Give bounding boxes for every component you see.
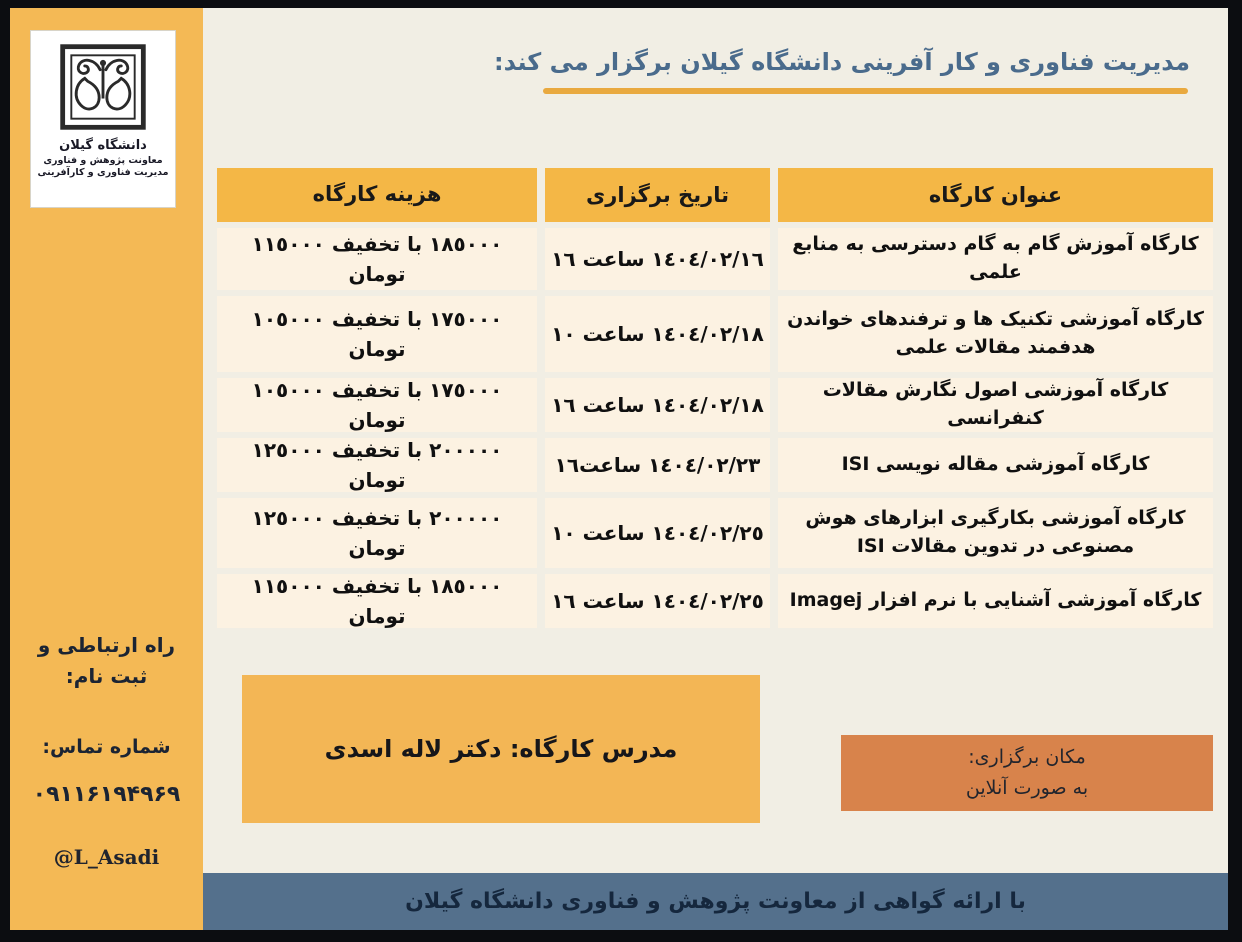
location-label: مکان برگزاری: (968, 745, 1086, 768)
main-area: مدیریت فناوری و کار آفرینی دانشگاه گیلان… (203, 8, 1228, 930)
workshop-cost-text: ١٨٥٠٠٠ با تخفیف ١١٥٠٠٠ تومان (251, 232, 503, 286)
location-value: به صورت آنلاین (965, 777, 1089, 799)
workshops-table: عنوان کارگاه تاریخ برگزاری هزینه کارگاه … (217, 168, 1213, 634)
location-box: مکان برگزاری: به صورت آنلاین (841, 735, 1213, 811)
workshop-cost: ١٧٥٠٠٠ با تخفیف ١٠٥٠٠٠ تومان (217, 296, 537, 372)
workshop-cost-text: ١٧٥٠٠٠ با تخفیف ١٠٥٠٠٠ تومان (251, 378, 503, 432)
workshop-cost-text: ١٨٥٠٠٠ با تخفیف ١١٥٠٠٠ تومان (251, 574, 503, 628)
sidebar: دانشگاه گیلان معاونت پژوهش و فناوری مدیر… (10, 8, 203, 930)
title-block: مدیریت فناوری و کار آفرینی دانشگاه گیلان… (494, 48, 1190, 94)
instructor-text: مدرس کارگاه: دکتر لاله اسدی (324, 735, 678, 763)
workshop-cost: ١٨٥٠٠٠ با تخفیف ١١٥٠٠٠ تومان (217, 574, 537, 628)
table-row: کارگاه آموزش گام به گام دسترسی به منابع … (217, 228, 1213, 290)
workshop-date: ١٤٠٤/٠٢/١٨ ساعت ١٦ (545, 378, 770, 432)
logo-line-university: دانشگاه گیلان (59, 138, 147, 153)
workshop-cost: ١٨٥٠٠٠ با تخفیف ١١٥٠٠٠ تومان (217, 228, 537, 290)
workshop-title: کارگاه آموزشی بکارگیری ابزارهای هوش مصنو… (778, 498, 1213, 568)
workshop-cost: ٢٠٠٠٠٠ با تخفیف ١٢٥٠٠٠ تومان (217, 498, 537, 568)
logo-text: دانشگاه گیلان معاونت پژوهش و فناوری مدیر… (37, 137, 168, 180)
logo-line-vice-chancellery: معاونت پژوهش و فناوری (43, 154, 163, 166)
workshop-date: ١٤٠٤/٠٢/١٨ ساعت ١٠ (545, 296, 770, 372)
workshop-cost-text: ١٧٥٠٠٠ با تخفیف ١٠٥٠٠٠ تومان (251, 307, 503, 361)
table-row: کارگاه آموزشی اصول نگارش مقالات کنفرانسی… (217, 378, 1213, 432)
contact-heading-line1: راه ارتباطی و (37, 633, 176, 657)
table-row: کارگاه آموزشی مقاله نویسی ISI ١٤٠٤/٠٢/٢٣… (217, 438, 1213, 492)
poster-frame: دانشگاه گیلان معاونت پژوهش و فناوری مدیر… (10, 8, 1228, 930)
workshop-title: کارگاه آموزش گام به گام دسترسی به منابع … (778, 228, 1213, 290)
workshop-cost-text: ٢٠٠٠٠٠ با تخفیف ١٢٥٠٠٠ تومان (251, 506, 503, 560)
table-row: کارگاه آموزشی آشنایی با نرم افزار Imagej… (217, 574, 1213, 628)
table-row: کارگاه آموزشی تکنیک ها و ترفندهای خواندن… (217, 296, 1213, 372)
certificate-footer-bar: با ارائه گواهی از معاونت پژوهش و فناوری … (203, 873, 1228, 930)
phone-number: ۰۹۱۱۶۱۹۴۹۶۹ (32, 782, 181, 807)
phone-label: شماره تماس: (42, 736, 171, 758)
workshop-title: کارگاه آموزشی مقاله نویسی ISI (778, 438, 1213, 492)
certificate-text: با ارائه گواهی از معاونت پژوهش و فناوری … (405, 889, 1026, 914)
university-logo-card: دانشگاه گیلان معاونت پژوهش و فناوری مدیر… (30, 30, 176, 208)
telegram-handle: @L_Asadi (53, 845, 160, 869)
workshop-cost: ٢٠٠٠٠٠ با تخفیف ١٢٥٠٠٠ تومان (217, 438, 537, 492)
page-title: مدیریت فناوری و کار آفرینی دانشگاه گیلان… (494, 48, 1190, 76)
workshop-date: ١٤٠٤/٠٢/٢٥ ساعت ١٦ (545, 574, 770, 628)
workshop-cost: ١٧٥٠٠٠ با تخفیف ١٠٥٠٠٠ تومان (217, 378, 537, 432)
contact-block: راه ارتباطی و ثبت نام: شماره تماس: ۰۹۱۱۶… (10, 630, 203, 869)
logo-line-department: مدیریت فناوری و کارآفرینی (37, 167, 169, 179)
workshop-date: ١٤٠٤/٠٢/٢٣ ساعت١٦ (545, 438, 770, 492)
instructor-box: مدرس کارگاه: دکتر لاله اسدی (242, 675, 760, 823)
title-underline (543, 88, 1188, 94)
header-cost: هزینه کارگاه (217, 168, 537, 222)
header-date: تاریخ برگزاری (545, 168, 770, 222)
header-workshop-title: عنوان کارگاه (778, 168, 1213, 222)
contact-heading-line2: ثبت نام: (65, 664, 148, 688)
table-row: کارگاه آموزشی بکارگیری ابزارهای هوش مصنو… (217, 498, 1213, 568)
table-header-row: عنوان کارگاه تاریخ برگزاری هزینه کارگاه (217, 168, 1213, 222)
workshop-title: کارگاه آموزشی اصول نگارش مقالات کنفرانسی (778, 378, 1213, 432)
workshop-title: کارگاه آموزشی تکنیک ها و ترفندهای خواندن… (778, 296, 1213, 372)
workshop-date: ١٤٠٤/٠٢/١٦ ساعت ١٦ (545, 228, 770, 290)
workshop-cost-text: ٢٠٠٠٠٠ با تخفیف ١٢٥٠٠٠ تومان (251, 438, 503, 492)
workshop-date: ١٤٠٤/٠٢/٢٥ ساعت ١٠ (545, 498, 770, 568)
workshop-title: کارگاه آموزشی آشنایی با نرم افزار Imagej (778, 574, 1213, 628)
university-of-guilan-emblem-icon (60, 44, 146, 130)
